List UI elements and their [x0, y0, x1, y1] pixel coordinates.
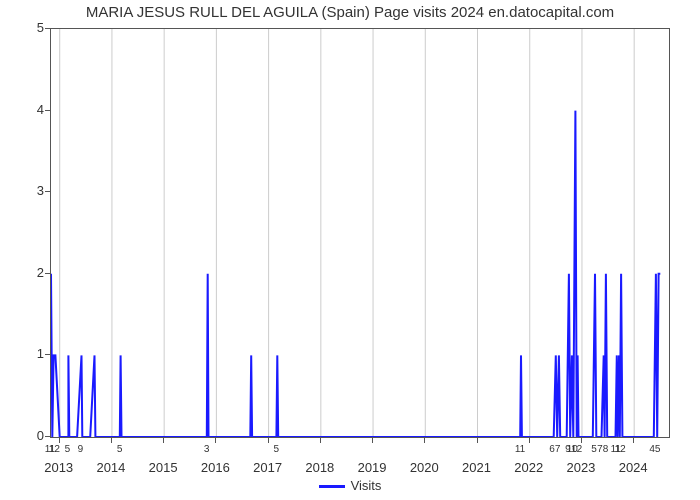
chart-container: MARIA JESUS RULL DEL AGUILA (Spain) Page…	[0, 0, 700, 500]
x-year-label: 2015	[149, 460, 178, 475]
x-year-label: 2016	[201, 460, 230, 475]
x-year-label: 2021	[462, 460, 491, 475]
x-year-label: 2019	[358, 460, 387, 475]
x-year-label: 2024	[619, 460, 648, 475]
x-year-label: 2013	[44, 460, 73, 475]
y-tick	[45, 28, 50, 29]
y-tick-label: 5	[4, 20, 44, 35]
x-sub-label: 78	[597, 444, 608, 455]
x-year-label: 2023	[566, 460, 595, 475]
x-sub-label: 5	[65, 444, 71, 455]
plot-area	[50, 28, 670, 438]
x-sub-label: 5	[274, 444, 280, 455]
x-tick	[268, 438, 269, 443]
x-sub-label: 3	[204, 444, 210, 455]
y-tick-label: 3	[4, 183, 44, 198]
legend: Visits	[0, 478, 700, 493]
x-sub-label: 12	[615, 444, 626, 455]
x-tick	[215, 438, 216, 443]
y-tick	[45, 191, 50, 192]
x-sub-label: 12	[571, 444, 582, 455]
y-tick-label: 0	[4, 428, 44, 443]
y-tick	[45, 354, 50, 355]
x-tick	[59, 438, 60, 443]
y-tick-label: 4	[4, 102, 44, 117]
x-year-label: 2014	[96, 460, 125, 475]
x-sub-label: 45	[649, 444, 660, 455]
x-tick	[372, 438, 373, 443]
x-sub-label: 9	[78, 444, 84, 455]
y-tick	[45, 436, 50, 437]
x-sub-label: 11	[515, 444, 525, 455]
legend-label: Visits	[351, 478, 382, 493]
x-tick	[581, 438, 582, 443]
x-sub-label: 5	[117, 444, 123, 455]
x-sub-label: 67	[549, 444, 560, 455]
x-year-label: 2020	[410, 460, 439, 475]
x-year-label: 2022	[514, 460, 543, 475]
y-tick-label: 1	[4, 346, 44, 361]
x-tick	[424, 438, 425, 443]
x-tick	[477, 438, 478, 443]
x-sub-label: 5	[591, 444, 597, 455]
x-tick	[320, 438, 321, 443]
x-sub-label: 12	[49, 444, 60, 455]
x-year-label: 2017	[253, 460, 282, 475]
x-tick	[163, 438, 164, 443]
y-tick	[45, 110, 50, 111]
x-tick	[529, 438, 530, 443]
y-tick	[45, 273, 50, 274]
x-tick	[633, 438, 634, 443]
x-tick	[111, 438, 112, 443]
x-year-label: 2018	[305, 460, 334, 475]
chart-title: MARIA JESUS RULL DEL AGUILA (Spain) Page…	[0, 4, 700, 21]
y-tick-label: 2	[4, 265, 44, 280]
line-svg	[51, 29, 669, 437]
legend-swatch	[319, 485, 345, 488]
